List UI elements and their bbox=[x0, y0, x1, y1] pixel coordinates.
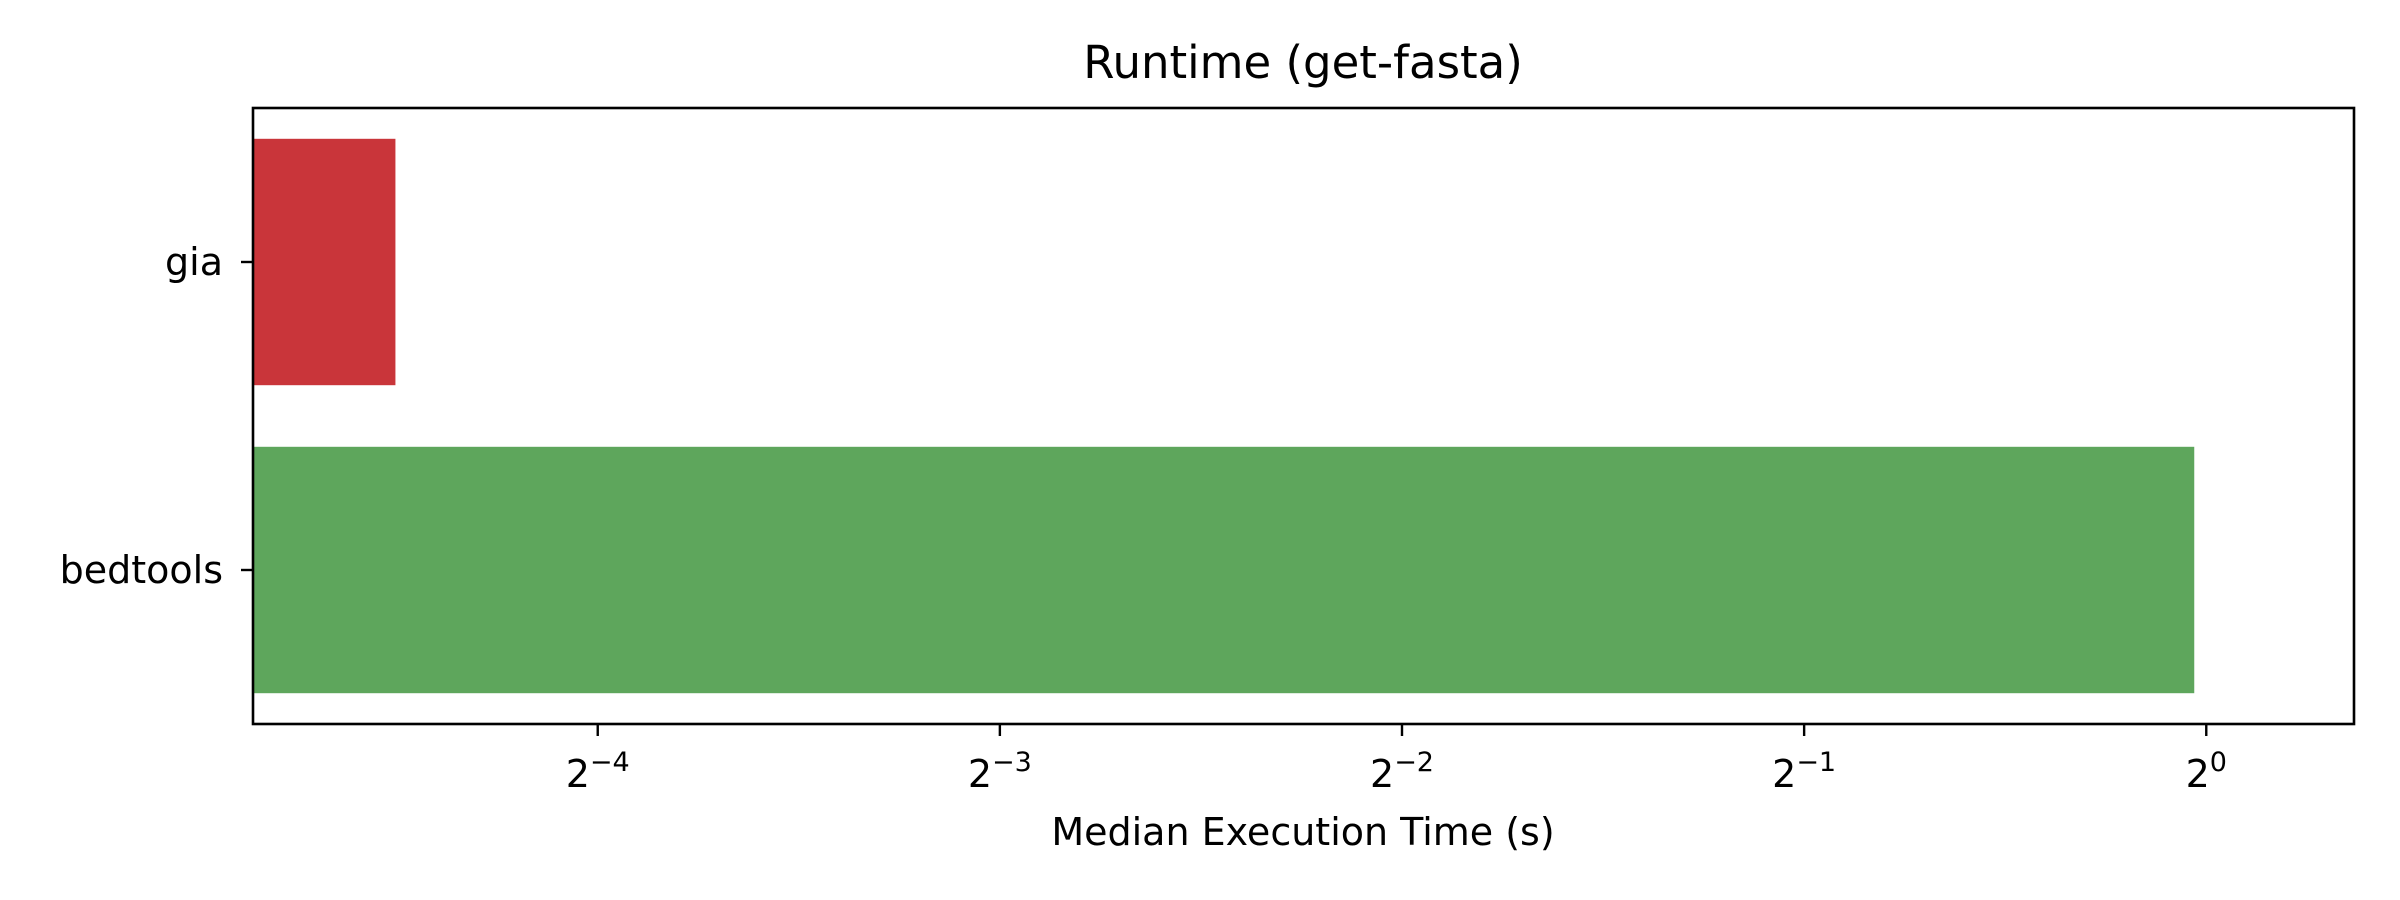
chart-title: Runtime (get-fasta) bbox=[1083, 36, 1523, 89]
x-tick-label-4: 20 bbox=[2186, 747, 2227, 796]
x-axis: 2−4 2−3 2−2 2−1 20 bbox=[566, 724, 2227, 796]
y-tick-label-bedtools: bedtools bbox=[60, 548, 223, 592]
bars-layer bbox=[253, 138, 2195, 694]
plot-frame bbox=[251, 106, 2356, 726]
x-tick-label-2: 2−2 bbox=[1370, 747, 1434, 796]
y-tick-label-gia: gia bbox=[165, 240, 223, 284]
bar-gia bbox=[253, 138, 396, 386]
x-tick-label-0: 2−4 bbox=[566, 747, 630, 796]
x-axis-label: Median Execution Time (s) bbox=[1051, 810, 1554, 854]
y-axis: gia bedtools bbox=[60, 240, 253, 592]
bar-bedtools bbox=[253, 446, 2195, 694]
x-tick-label-1: 2−3 bbox=[968, 747, 1032, 796]
x-tick-label-3: 2−1 bbox=[1772, 747, 1836, 796]
